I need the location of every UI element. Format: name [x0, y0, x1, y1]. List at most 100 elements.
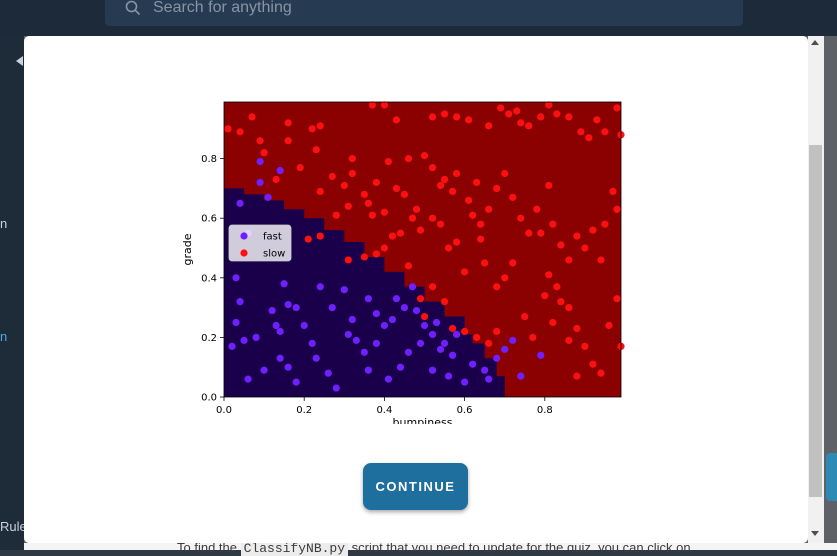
point-slow	[477, 220, 485, 228]
point-fast	[260, 366, 268, 374]
x-tick-label: 0.6	[457, 405, 473, 416]
point-slow	[284, 119, 292, 127]
left-sidebar	[0, 36, 24, 550]
legend-label-slow: slow	[263, 249, 285, 260]
point-slow	[388, 232, 397, 240]
x-axis-label: bumpiness	[393, 416, 453, 424]
point-slow	[428, 283, 437, 291]
point-fast	[232, 318, 240, 327]
region-fast	[224, 188, 505, 397]
point-fast	[232, 274, 240, 282]
point-slow	[412, 205, 421, 213]
point-slow	[461, 327, 469, 336]
scrollbar-thumb[interactable]	[809, 145, 822, 497]
sidebar-item-fragment[interactable]: n	[0, 216, 8, 231]
point-slow	[396, 229, 405, 237]
point-slow	[452, 169, 461, 178]
point-slow	[372, 178, 380, 187]
point-fast	[501, 345, 509, 353]
point-slow	[501, 274, 509, 282]
point-fast	[432, 318, 441, 327]
point-fast	[316, 283, 324, 291]
search-input[interactable]: Search for anything	[153, 0, 292, 16]
chart-legend: fast slow	[228, 224, 292, 262]
point-slow	[444, 244, 453, 252]
point-slow	[565, 256, 573, 264]
point-slow	[348, 169, 356, 178]
sidebar-item-active-fragment[interactable]: n	[0, 329, 8, 344]
point-fast	[420, 321, 429, 330]
point-slow	[557, 241, 565, 249]
point-slow	[493, 283, 501, 291]
point-slow	[613, 104, 621, 112]
point-fast	[280, 280, 288, 288]
point-slow	[372, 250, 380, 258]
point-slow	[448, 324, 457, 333]
point-fast	[364, 366, 372, 374]
point-slow	[308, 125, 316, 133]
point-fast	[276, 166, 284, 175]
point-fast	[236, 199, 244, 207]
point-slow	[545, 271, 553, 279]
y-tick-label: 0.2	[201, 333, 217, 344]
point-slow	[601, 128, 609, 136]
x-tick-label: 0.4	[376, 405, 392, 416]
point-fast	[481, 366, 489, 374]
axis-ticks: 0.0 0.2 0.4 0.6 0.8 0.0 0.2 0.4 0.6 0.8	[201, 154, 553, 416]
point-slow	[517, 119, 525, 127]
point-slow	[256, 137, 264, 145]
point-fast	[332, 384, 340, 392]
point-slow	[368, 211, 376, 219]
point-slow	[613, 295, 621, 303]
point-slow	[493, 184, 501, 193]
point-slow	[416, 295, 425, 303]
point-slow	[420, 312, 429, 321]
decision-boundary-chart: 0.0 0.2 0.4 0.6 0.8 0.0 0.2 0.4 0.6 0.8 bumpiness…	[181, 101, 625, 424]
point-fast	[372, 339, 380, 347]
point-slow	[416, 226, 425, 234]
point-fast	[244, 375, 252, 383]
scroll-down-arrow-icon[interactable]	[811, 531, 819, 536]
point-fast	[493, 354, 501, 362]
point-fast	[276, 327, 284, 336]
collapse-sidebar-arrow-icon[interactable]	[16, 56, 23, 66]
point-fast	[348, 315, 356, 324]
point-slow	[236, 128, 244, 136]
legend-marker-slow	[240, 249, 248, 257]
point-slow	[408, 214, 417, 222]
point-slow	[465, 196, 473, 204]
scroll-up-arrow-icon[interactable]	[811, 40, 819, 45]
y-tick-label: 0.8	[201, 154, 217, 165]
point-fast	[400, 304, 409, 312]
point-fast	[352, 336, 360, 344]
point-slow	[557, 298, 565, 306]
point-slow	[477, 235, 485, 243]
point-slow	[485, 205, 493, 213]
point-fast	[284, 301, 292, 309]
point-fast	[461, 378, 469, 386]
point-slow	[392, 184, 401, 193]
point-fast	[268, 306, 276, 315]
point-fast	[236, 298, 244, 306]
sidebar-item-rule[interactable]: Rule	[0, 519, 27, 534]
point-fast	[308, 339, 316, 347]
point-slow	[332, 211, 340, 219]
point-slow	[497, 104, 505, 112]
point-slow	[440, 298, 449, 306]
search-bar[interactable]: Search for anything	[105, 0, 743, 26]
point-slow	[541, 292, 549, 300]
continue-button[interactable]: CONTINUE	[363, 463, 468, 510]
point-slow	[364, 199, 372, 207]
point-slow	[440, 110, 449, 118]
point-fast	[388, 315, 397, 324]
point-slow	[380, 244, 389, 252]
point-fast	[428, 366, 437, 374]
point-slow	[525, 229, 533, 237]
point-slow	[613, 205, 621, 213]
x-tick-label: 0.8	[537, 405, 553, 416]
point-slow	[493, 327, 501, 336]
next-page-button[interactable]	[826, 453, 837, 501]
point-fast	[404, 348, 413, 356]
point-slow	[469, 211, 477, 219]
point-slow	[461, 268, 469, 276]
